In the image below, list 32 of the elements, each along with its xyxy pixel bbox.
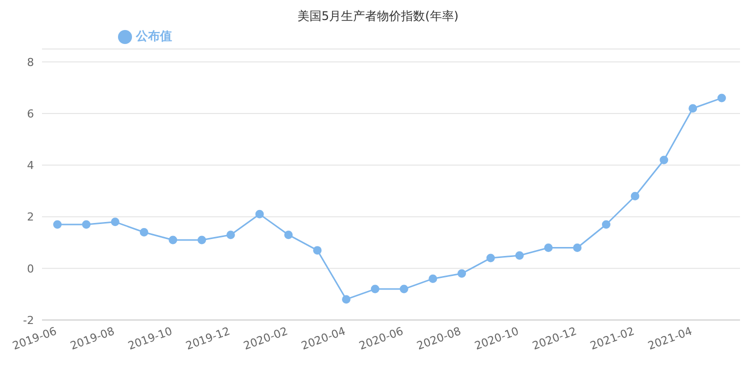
- point: [630, 192, 640, 200]
- point: [140, 228, 148, 236]
- y-tick-label: 2: [27, 210, 34, 224]
- point: [717, 94, 726, 102]
- point: [313, 246, 322, 255]
- y-tick-label: 4: [27, 159, 34, 172]
- point: [544, 243, 553, 252]
- point: [198, 236, 206, 244]
- point: [82, 220, 91, 229]
- point: [400, 284, 408, 294]
- point: [428, 274, 438, 283]
- chart-title: 美国5月生产者物价指数(年率): [296, 8, 460, 24]
- y-tick-label: -2: [23, 314, 34, 327]
- point: [168, 236, 178, 244]
- point: [573, 243, 582, 252]
- point: [486, 254, 495, 262]
- point: [370, 284, 380, 294]
- point: [284, 230, 293, 240]
- point: [110, 218, 120, 226]
- y-tick-label: 6: [27, 107, 34, 120]
- point: [53, 220, 62, 229]
- point: [515, 251, 524, 260]
- point: [226, 230, 235, 240]
- point: [602, 220, 610, 229]
- point: [688, 104, 698, 113]
- legend-label: 公布值: [136, 29, 172, 43]
- point: [255, 210, 264, 218]
- point: [342, 295, 350, 304]
- y-tick-label: 8: [27, 56, 34, 69]
- y-tick-label: 0: [27, 262, 34, 276]
- point: [660, 156, 668, 164]
- point: [458, 269, 466, 278]
